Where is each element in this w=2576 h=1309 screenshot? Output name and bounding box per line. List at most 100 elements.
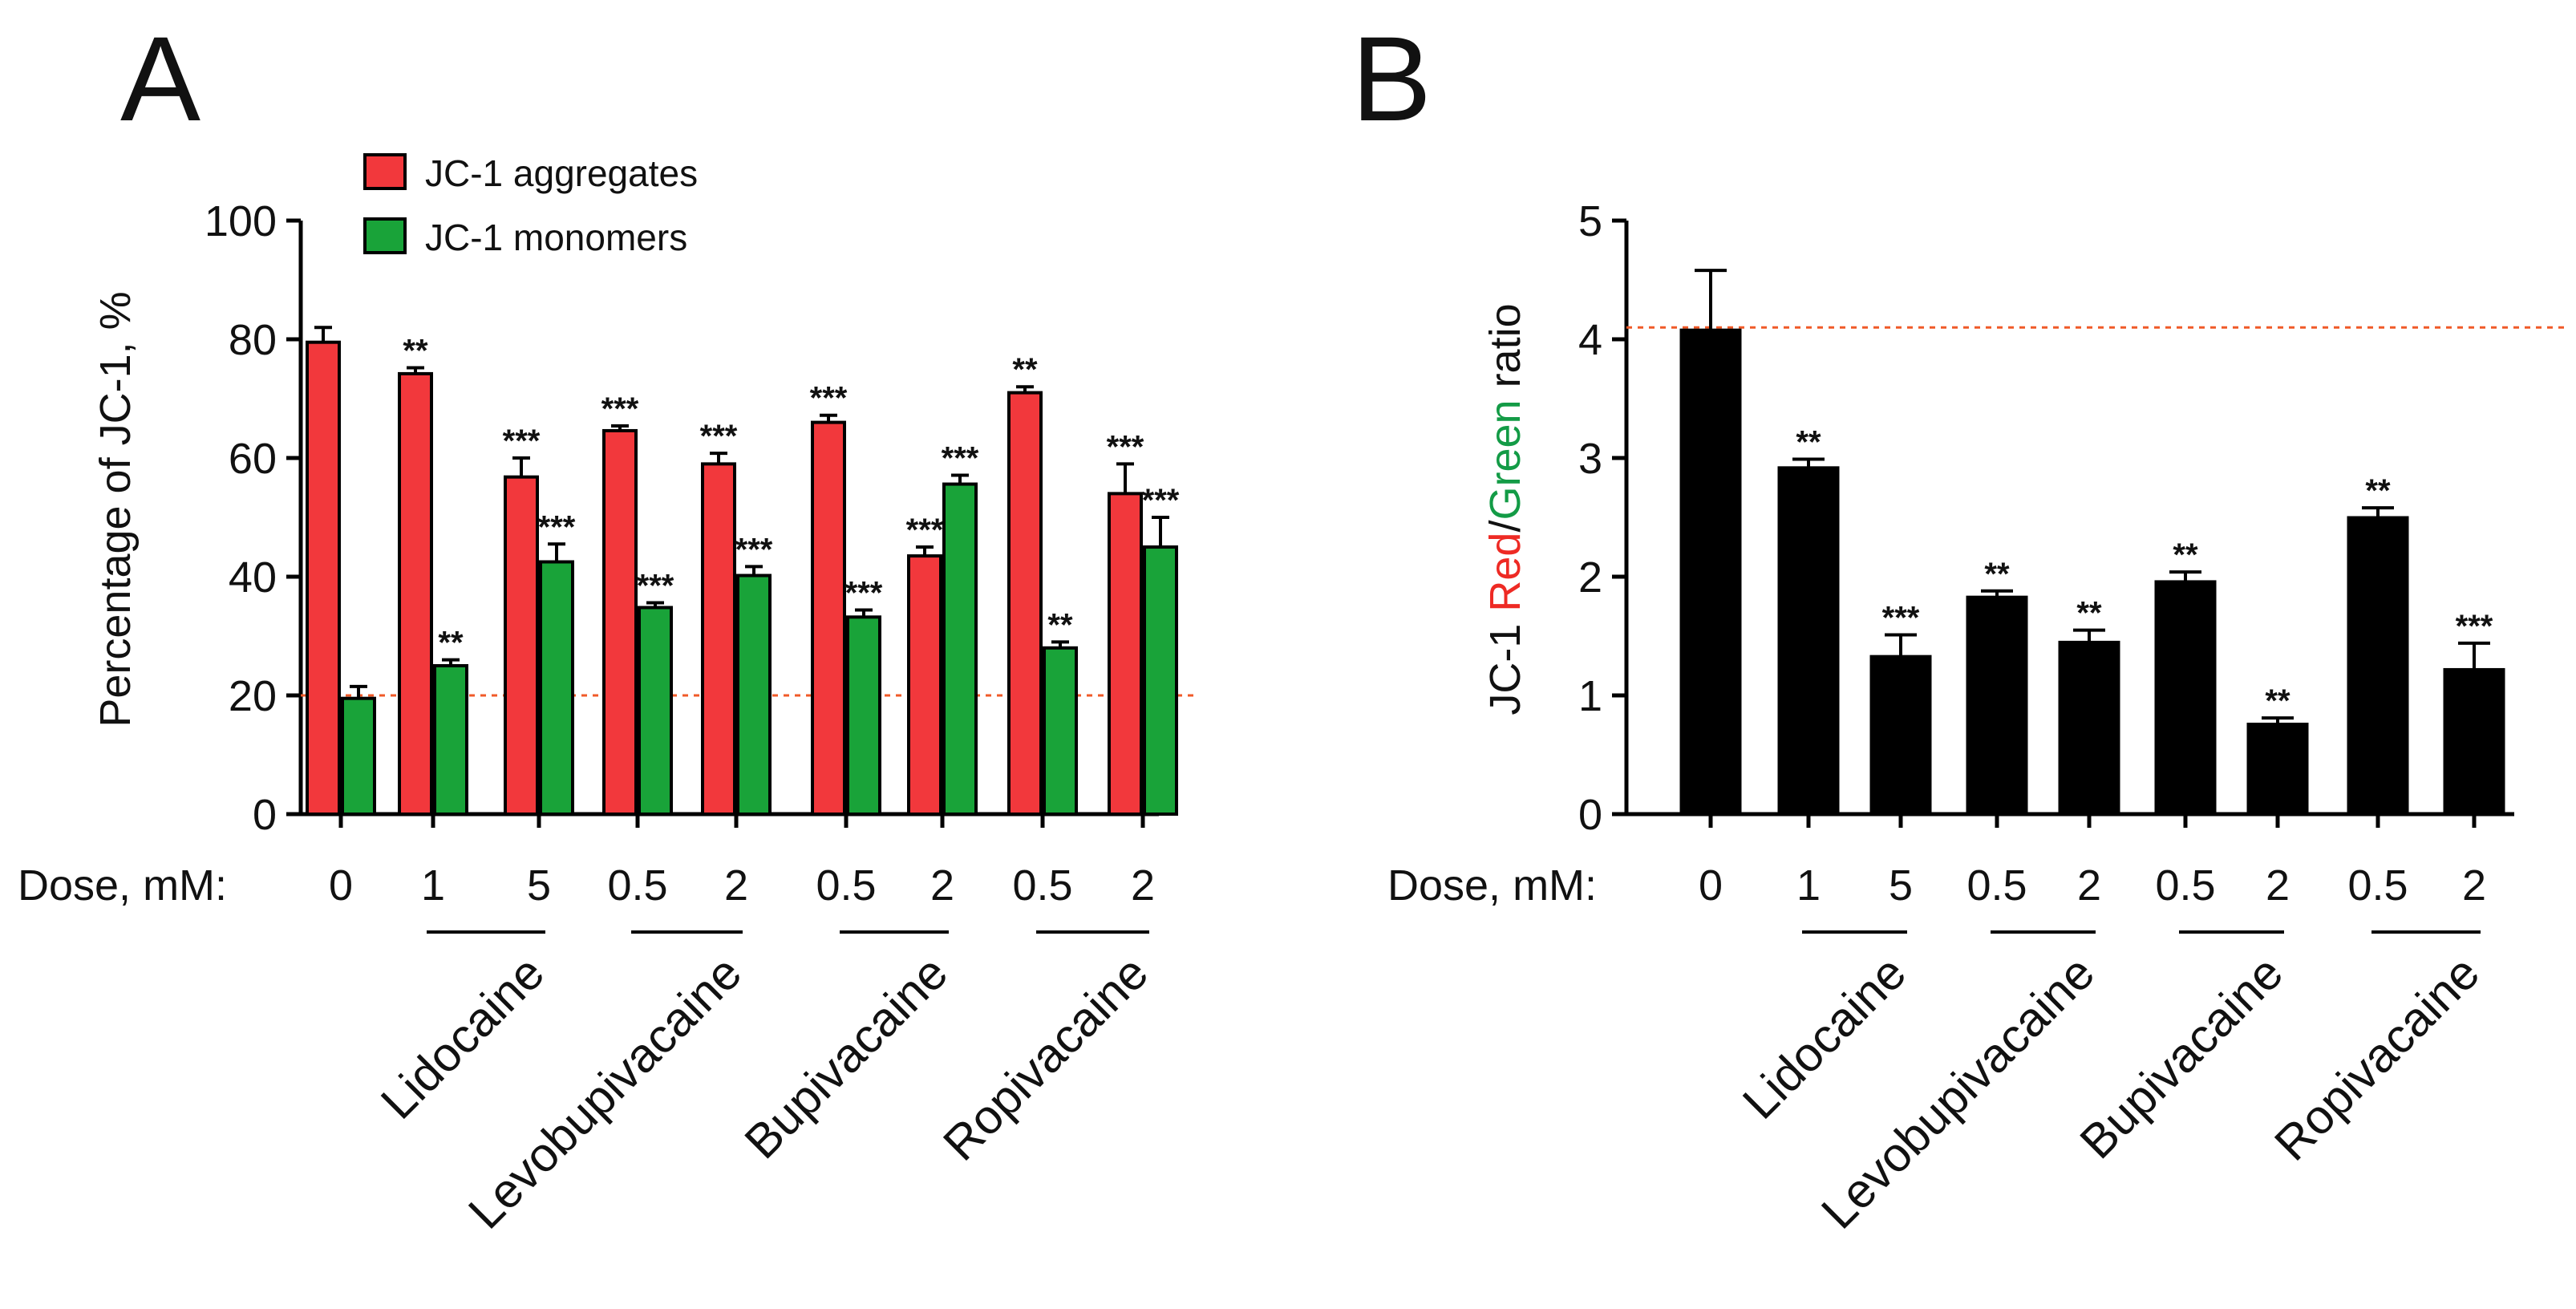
significance-label: **	[2173, 537, 2198, 573]
significance-label: **	[438, 626, 464, 661]
significance-label: **	[2076, 596, 2102, 631]
significance-label: ***	[845, 575, 883, 610]
y-tick-label: 60	[229, 435, 277, 483]
y-tick-label: 1	[1578, 672, 1602, 720]
bar-ratio	[1679, 328, 1742, 816]
drug-label: Lidocaine	[371, 946, 554, 1129]
dose-label: 2	[2462, 861, 2486, 910]
ylabel-part-red: Red	[1481, 533, 1529, 612]
significance-label: ***	[538, 509, 576, 545]
legend-label-aggregates: JC-1 aggregates	[425, 152, 698, 194]
bar-aggregates	[1007, 391, 1043, 817]
panel-a-legend: JC-1 aggregates JC-1 monomers	[363, 152, 698, 258]
drug-label: Lidocaine	[1732, 946, 1916, 1129]
significance-label: **	[403, 334, 428, 369]
significance-label: **	[2365, 473, 2391, 509]
dose-label: 0	[1699, 861, 1723, 910]
bar-ratio	[1966, 595, 2028, 816]
bar-monomers	[1143, 545, 1178, 816]
y-tick-label: 100	[205, 197, 277, 245]
legend-swatch-monomers	[363, 217, 407, 254]
bar-aggregates	[701, 462, 736, 817]
bar-ratio	[1869, 654, 1932, 816]
panel-a-dose-prefix: Dose, mM:	[18, 861, 227, 910]
ylabel-part-prefix: JC-1	[1481, 612, 1529, 715]
significance-label: **	[2265, 683, 2290, 719]
dose-label: 0.5	[2347, 861, 2408, 910]
y-tick-label: 20	[229, 672, 277, 720]
panel-b-dose-prefix: Dose, mM:	[1387, 861, 1597, 910]
bar-aggregates	[1108, 492, 1143, 817]
bar-aggregates	[602, 428, 638, 817]
panel-a-ylabel: Percentage of JC-1, %	[91, 291, 140, 727]
panel-a-plot: 020406080100****************************…	[205, 197, 1197, 1239]
panel-b-ylabel: JC-1 Red/Green ratio	[1481, 303, 1529, 715]
dose-label: 2	[1131, 861, 1155, 910]
significance-label: ***	[503, 424, 541, 459]
bar-monomers	[341, 696, 376, 817]
drug-label: Bupivacaine	[735, 946, 958, 1169]
ylabel-part-slash: /	[1481, 521, 1529, 533]
y-tick-label: 4	[1578, 316, 1602, 364]
y-tick-label: 0	[1578, 791, 1602, 839]
significance-label: **	[1984, 557, 2010, 592]
y-tick-label: 80	[229, 316, 277, 364]
bar-ratio	[2154, 580, 2217, 816]
y-tick-label: 3	[1578, 435, 1602, 483]
significance-label: ***	[1142, 483, 1180, 518]
dose-label: 0.5	[1012, 861, 1072, 910]
bar-monomers	[1043, 646, 1078, 816]
bar-ratio	[2058, 640, 2120, 816]
legend-swatch-aggregates	[363, 153, 407, 190]
dose-label: 0	[329, 861, 353, 910]
bar-ratio	[2246, 723, 2309, 816]
drug-label: Bupivacaine	[2070, 946, 2294, 1169]
dose-label: 5	[1889, 861, 1913, 910]
drug-label: Ropivacaine	[2264, 946, 2489, 1171]
y-tick-label: 0	[253, 791, 277, 839]
significance-label: ***	[637, 569, 674, 604]
bar-monomers	[942, 482, 978, 816]
bar-ratio	[1777, 466, 1840, 816]
bar-aggregates	[504, 475, 539, 816]
y-tick-label: 5	[1578, 197, 1602, 245]
bar-monomers	[433, 664, 468, 816]
significance-label: ***	[906, 513, 944, 548]
significance-label: **	[1047, 607, 1073, 642]
dose-label: 5	[527, 861, 551, 910]
panel-a-letter: A	[120, 11, 200, 146]
y-tick-label: 2	[1578, 553, 1602, 602]
ylabel-part-green: Green	[1481, 399, 1529, 520]
significance-label: ***	[601, 391, 639, 427]
dose-label: 0.5	[2155, 861, 2215, 910]
bar-aggregates	[907, 554, 942, 816]
bar-ratio	[2347, 516, 2409, 816]
dose-label: 0.5	[607, 861, 667, 910]
bar-monomers	[736, 573, 772, 817]
dose-label: 2	[724, 861, 748, 910]
significance-label: ***	[735, 532, 773, 567]
significance-label: **	[1012, 352, 1038, 387]
y-tick-label: 40	[229, 553, 277, 602]
dose-label: 0.5	[816, 861, 876, 910]
panel-b-letter: B	[1351, 11, 1432, 146]
significance-label: ***	[700, 419, 738, 454]
dose-label: 1	[421, 861, 445, 910]
drug-label: Ropivacaine	[933, 946, 1158, 1171]
bar-monomers	[846, 615, 881, 816]
significance-label: ***	[1882, 601, 1920, 636]
significance-label: ***	[810, 381, 848, 416]
significance-label: **	[1796, 424, 1821, 460]
bar-monomers	[539, 560, 574, 816]
dose-label: 0.5	[1966, 861, 2027, 910]
dose-label: 2	[2077, 861, 2101, 910]
bar-aggregates	[306, 340, 341, 816]
legend-label-monomers: JC-1 monomers	[425, 217, 687, 258]
bar-aggregates	[398, 371, 433, 817]
bar-ratio	[2443, 667, 2505, 816]
dose-label: 2	[2266, 861, 2290, 910]
dose-label: 2	[930, 861, 954, 910]
bar-aggregates	[811, 420, 846, 816]
